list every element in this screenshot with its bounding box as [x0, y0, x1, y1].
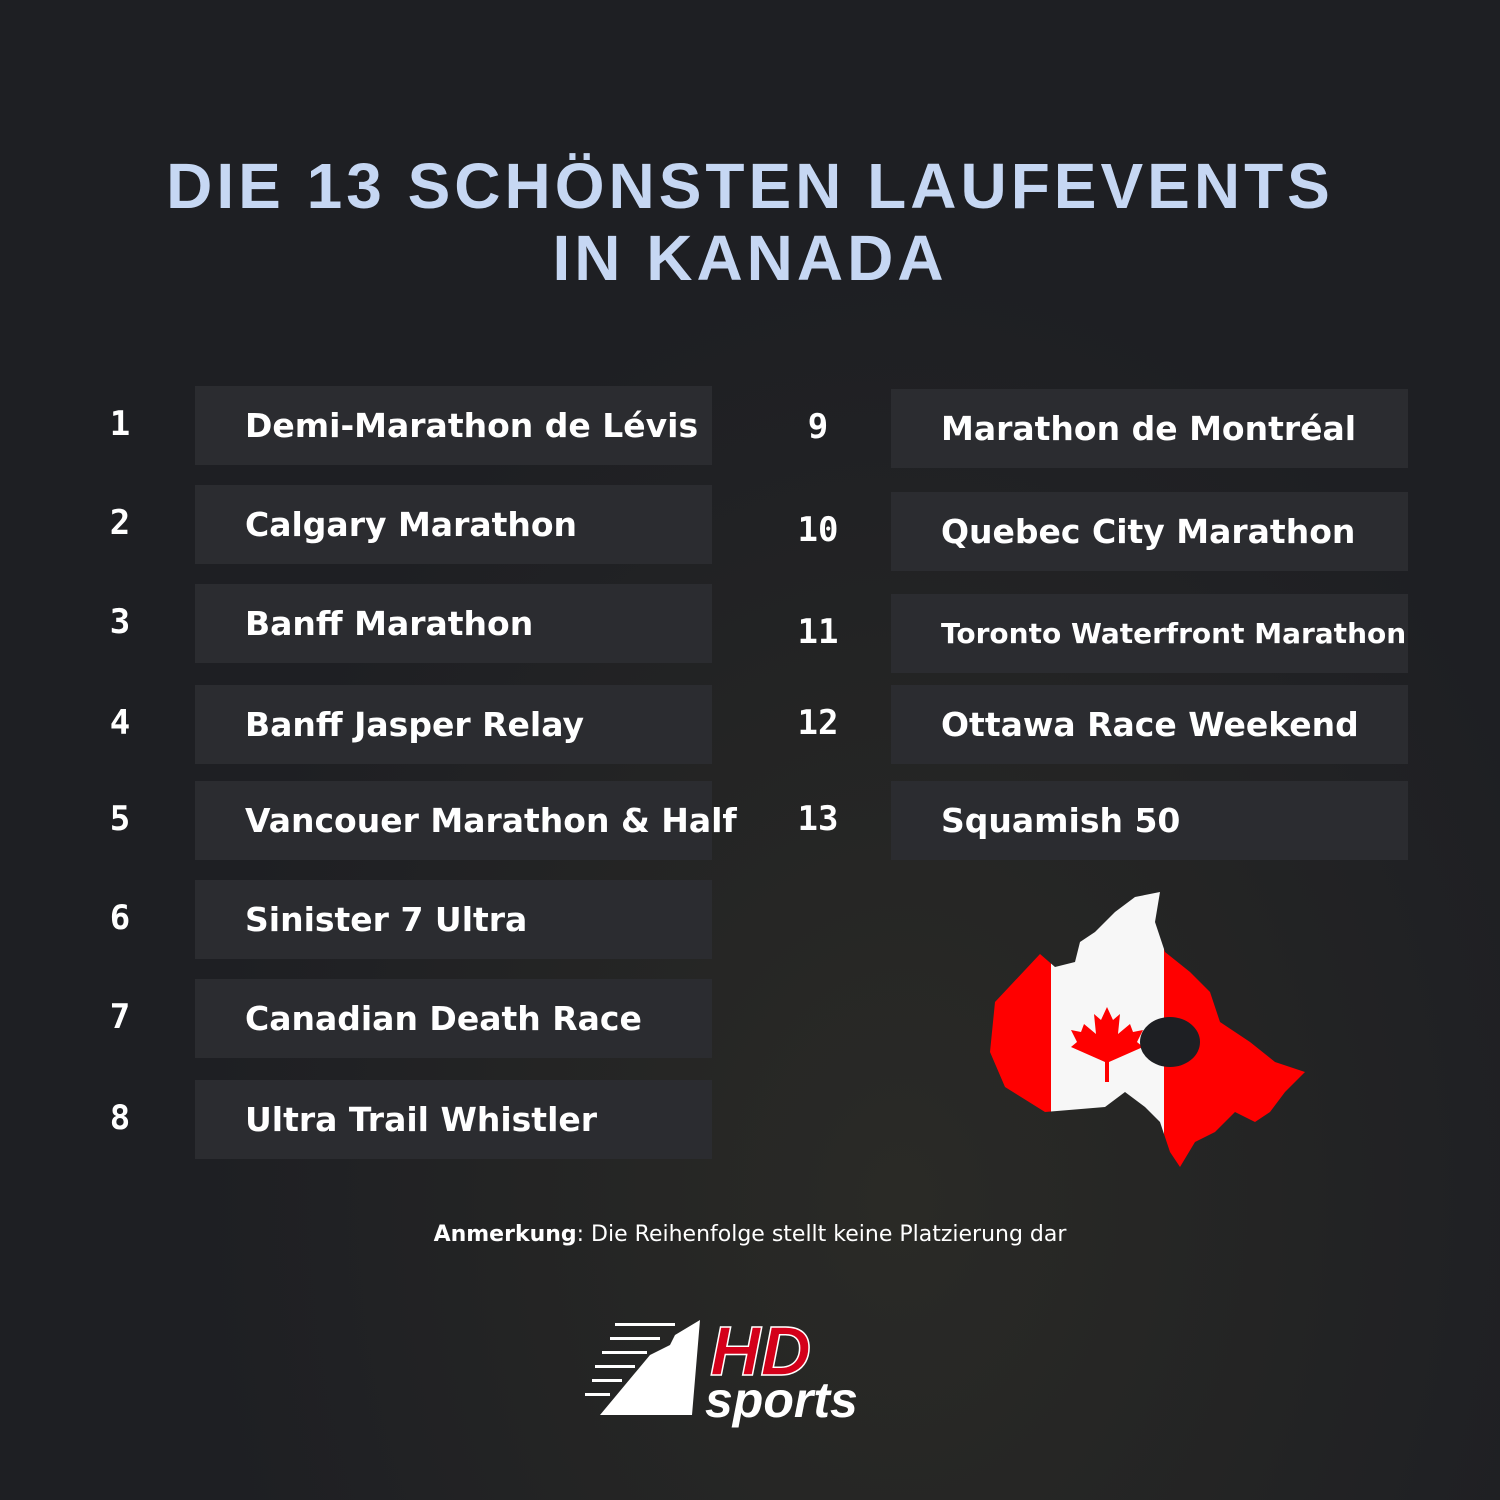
event-item: Ultra Trail Whistler: [195, 1080, 712, 1159]
event-item: Sinister 7 Ultra: [195, 880, 712, 959]
event-number: 7: [109, 997, 131, 1037]
event-number: 4: [109, 703, 131, 743]
title-line-1: DIE 13 SCHÖNSTEN LAUFEVENTS: [166, 150, 1334, 222]
event-item: Toronto Waterfront Marathon: [891, 594, 1408, 673]
logo-hd-text: HD: [710, 1315, 811, 1390]
event-number: 11: [797, 612, 839, 652]
event-item: Canadian Death Race: [195, 979, 712, 1058]
footnote-label: Anmerkung: [433, 1222, 577, 1247]
event-number: 6: [109, 898, 131, 938]
event-item: Squamish 50: [891, 781, 1408, 860]
event-number: 13: [797, 799, 839, 839]
event-item: Vancouer Marathon & Half: [195, 781, 737, 860]
event-item: Banff Marathon: [195, 584, 712, 663]
runner-logo-icon: HD sports: [585, 1311, 858, 1428]
event-number: 8: [109, 1098, 131, 1138]
footnote: Anmerkung: Die Reihenfolge stellt keine …: [0, 1222, 1500, 1247]
event-item: Quebec City Marathon: [891, 492, 1408, 571]
event-item: Marathon de Montréal: [891, 389, 1408, 468]
event-number: 10: [797, 510, 839, 550]
event-item: Banff Jasper Relay: [195, 685, 712, 764]
footnote-text: : Die Reihenfolge stellt keine Platzieru…: [576, 1222, 1067, 1247]
event-number: 2: [109, 503, 131, 543]
page-title: DIE 13 SCHÖNSTEN LAUFEVENTS IN KANADA: [0, 150, 1500, 294]
event-item: Calgary Marathon: [195, 485, 712, 564]
logo-sports-text: sports: [705, 1372, 858, 1428]
event-item: Ottawa Race Weekend: [891, 685, 1408, 764]
event-item: Demi-Marathon de Lévis: [195, 386, 712, 465]
event-number: 5: [109, 799, 131, 839]
event-number: 1: [109, 404, 131, 444]
hd-sports-logo: HD sports: [580, 1311, 920, 1434]
event-number: 3: [109, 602, 131, 642]
canada-flag-map: [990, 892, 1305, 1167]
title-line-2: IN KANADA: [552, 222, 948, 294]
event-number: 12: [797, 703, 839, 743]
event-number: 9: [807, 407, 829, 447]
